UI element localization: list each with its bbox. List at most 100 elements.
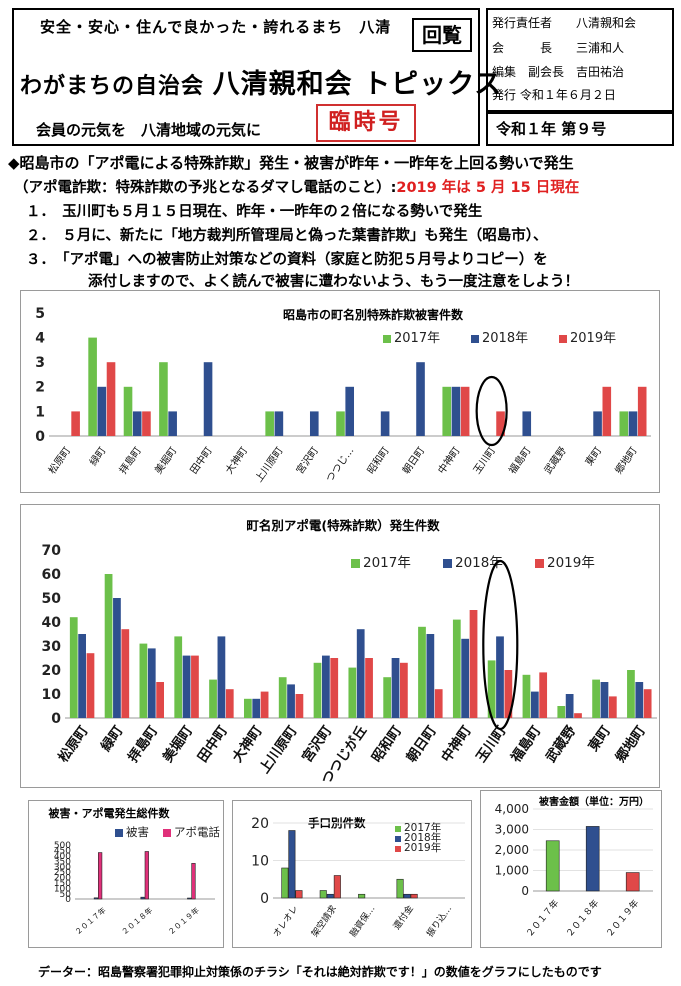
category-label: 東町 xyxy=(585,722,615,754)
publisher-line: 発行 令和１年６月２日 xyxy=(492,88,616,102)
legend-swatch xyxy=(535,559,544,568)
y-tick-label: 50 xyxy=(42,591,62,607)
y-tick-label: 0 xyxy=(65,895,71,905)
bar xyxy=(88,337,97,436)
header-box xyxy=(12,8,480,146)
bar xyxy=(182,655,191,718)
bar xyxy=(225,689,234,718)
bar xyxy=(628,411,638,436)
y-tick-label: 250 xyxy=(54,868,71,878)
bar xyxy=(574,713,582,718)
bar xyxy=(358,893,366,899)
bar xyxy=(400,662,408,718)
y-tick-label: 30 xyxy=(42,639,62,655)
bar xyxy=(496,636,504,718)
legend-label: アポ電話 xyxy=(174,825,220,839)
bar xyxy=(625,872,640,892)
category-label: 昭和町 xyxy=(365,445,392,476)
legend-label: 2019年 xyxy=(404,841,441,854)
category-label: ２０１７年 xyxy=(72,905,108,937)
bar xyxy=(260,691,269,718)
category-label: ２０１９年 xyxy=(603,897,641,939)
bar xyxy=(106,362,116,436)
legend-label: 2018年 xyxy=(404,831,441,844)
bar xyxy=(71,411,80,436)
bar xyxy=(619,411,629,436)
category-label: 宮沢町 xyxy=(293,444,321,476)
legend-label: 2019年 xyxy=(570,331,616,346)
bar xyxy=(461,638,470,718)
bar xyxy=(487,660,496,718)
category-label: 昭和町 xyxy=(369,723,406,766)
definition-text: （アポ電詐欺：特殊詐欺の予兆となるダマし電話のこと）: xyxy=(14,180,397,196)
bar xyxy=(191,863,196,900)
legend-swatch xyxy=(163,829,171,837)
category-label: 田中町 xyxy=(187,444,215,476)
publisher-line: 会 長 三浦和人 xyxy=(492,41,625,55)
category-label: 還付金 xyxy=(391,903,416,932)
bar xyxy=(217,636,226,718)
y-tick-label: 60 xyxy=(42,567,62,583)
bar xyxy=(86,653,95,718)
motto: 会員の元気を 八清地域の元気に xyxy=(36,121,262,139)
total-count-chart: 被害・アポ電発生総件数 05010015020025030035040045050… xyxy=(49,806,221,937)
bar xyxy=(265,411,274,436)
bar xyxy=(602,386,612,436)
apo-call-by-town-chart: 町名別アポ電(特殊詐欺）発生件数 0 10 20 30 40 50 60 70 松原町 緑町拝島町美… xyxy=(42,518,657,788)
bar xyxy=(313,662,322,718)
bar xyxy=(600,682,609,718)
y-tick-label: 1,000 xyxy=(495,864,529,878)
definition-note: （アポ電詐欺：特殊詐欺の予兆となるダマし電話のこと）:2019 年は 5 月 1… xyxy=(14,176,579,197)
bar xyxy=(121,629,130,718)
chart-panel: 手口別件数 0 10 20 オレオレ 架空請求 融資保… 還付金 振り込… 2017年 2018年 2… xyxy=(232,800,472,948)
category-label: 福島町 xyxy=(507,722,545,766)
category-label: 郷地町 xyxy=(612,722,649,765)
y-tick-label: 5 xyxy=(35,306,45,322)
headline: ◆昭島市の「アポ電による特殊詐欺」発生・被害が昨年・一昨年を上回る勢いで発生 xyxy=(8,154,574,172)
bar xyxy=(295,694,304,718)
category-label: ２０１９年 xyxy=(166,905,202,937)
legend-label: 2018年 xyxy=(455,555,503,571)
bar xyxy=(496,411,505,436)
category-label: 玉川町 xyxy=(473,723,510,766)
y-tick-label: 300 xyxy=(54,863,71,873)
y-tick-label: 0 xyxy=(521,884,529,898)
y-tick-label: 100 xyxy=(54,884,71,894)
category-label: 架空請求 xyxy=(309,903,339,939)
category-label: オレオレ xyxy=(271,903,301,939)
category-label: ２０１８年 xyxy=(563,897,601,939)
highlight-circle xyxy=(482,559,519,731)
category-label: 拝島町 xyxy=(116,444,144,476)
category-label: つつじ… xyxy=(324,445,357,485)
bar xyxy=(643,689,652,718)
bar xyxy=(522,674,531,718)
list-item: １． 玉川町も５月１５日現在、昨年・一昨年の２倍になる勢いで発生 xyxy=(26,204,483,220)
bar xyxy=(97,386,107,436)
category-label: ２０１７年 xyxy=(523,897,561,939)
fraud-damage-by-town-chart: 昭島市の町名別特殊詐欺被害件数 0 1 2 3 4 5 松原町 緑町 拝島町 美堀町 田中町 大神町 上川… xyxy=(35,306,651,485)
chart-title: 被害・アポ電発生総件数 xyxy=(49,806,171,820)
bar xyxy=(348,667,357,718)
category-label: 武蔵野 xyxy=(541,444,569,476)
y-tick-label: 450 xyxy=(54,847,71,857)
bar xyxy=(104,574,113,718)
y-tick-label: 4,000 xyxy=(495,802,529,816)
circulation-badge: 回覧 xyxy=(412,18,472,52)
bar xyxy=(345,386,355,436)
category-label: 大神町 xyxy=(229,722,266,765)
category-label: 朝日町 xyxy=(403,722,440,765)
bar xyxy=(418,626,426,718)
bar xyxy=(93,897,99,900)
bar xyxy=(132,411,142,436)
bar xyxy=(451,386,461,436)
bar xyxy=(274,411,284,436)
bar xyxy=(113,598,121,718)
bar xyxy=(333,875,341,899)
bar xyxy=(321,655,330,718)
bar xyxy=(469,610,478,718)
chart-panel: 昭島市の町名別特殊詐欺被害件数 0 1 2 3 4 5 松原町 緑町 拝島町 美堀町 田中町 大神町 上川… xyxy=(20,290,660,493)
y-tick-label: 150 xyxy=(54,879,71,889)
y-tick-label: 4 xyxy=(35,331,45,347)
legend-swatch xyxy=(383,335,391,343)
bar xyxy=(69,617,78,718)
